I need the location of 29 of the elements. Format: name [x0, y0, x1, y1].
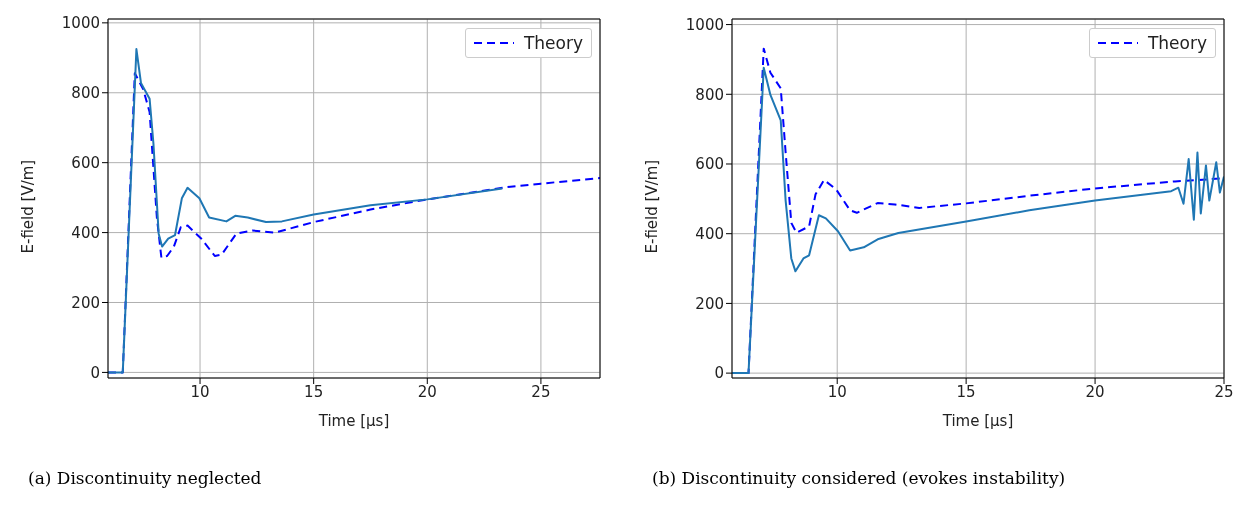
y-tick-label: 1000: [685, 15, 724, 34]
x-tick-label: 10: [190, 382, 210, 401]
x-tick-label: 15: [956, 382, 976, 401]
legend-label: Theory: [1147, 33, 1207, 53]
text: (b) Discontinuity considered (evokes instability): [652, 468, 1066, 488]
x-axis-title: Time [µs]: [317, 412, 390, 430]
x-tick-label: 25: [531, 382, 551, 401]
y-tick-label: 400: [695, 225, 724, 244]
y-tick-label: 0: [714, 364, 724, 383]
text: (a) Discontinuity neglected: [28, 468, 262, 488]
y-tick-label: 0: [90, 363, 100, 382]
y-tick-label: 200: [71, 293, 100, 312]
y-tick-label: 800: [71, 84, 100, 103]
y-axis-title: E-field [V/m]: [19, 159, 38, 254]
y-tick-label: 1000: [61, 14, 100, 33]
y-tick-label: 200: [695, 294, 724, 313]
x-tick-label: 25: [1214, 382, 1234, 401]
y-tick-label: 800: [695, 85, 724, 104]
y-tick-label: 600: [695, 155, 724, 174]
x-tick-label: 20: [417, 382, 437, 401]
y-axis-title: E-field [V/m]: [643, 159, 662, 254]
y-tick-label: 400: [71, 223, 100, 242]
legend-label: Theory: [523, 33, 583, 53]
x-tick-label: 20: [1085, 382, 1105, 401]
x-tick-label: 15: [304, 382, 324, 401]
y-tick-label: 600: [71, 153, 100, 172]
x-axis-title: Time [µs]: [941, 412, 1014, 430]
x-tick-label: 10: [827, 382, 847, 401]
line-series: [108, 48, 504, 374]
